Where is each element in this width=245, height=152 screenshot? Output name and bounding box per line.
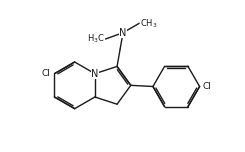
- Text: CH$_3$: CH$_3$: [140, 17, 158, 30]
- Text: Cl: Cl: [41, 69, 50, 78]
- Text: Cl: Cl: [202, 82, 211, 91]
- Text: N: N: [119, 28, 127, 38]
- Text: H$_3$C: H$_3$C: [86, 33, 104, 45]
- Text: N: N: [91, 69, 98, 79]
